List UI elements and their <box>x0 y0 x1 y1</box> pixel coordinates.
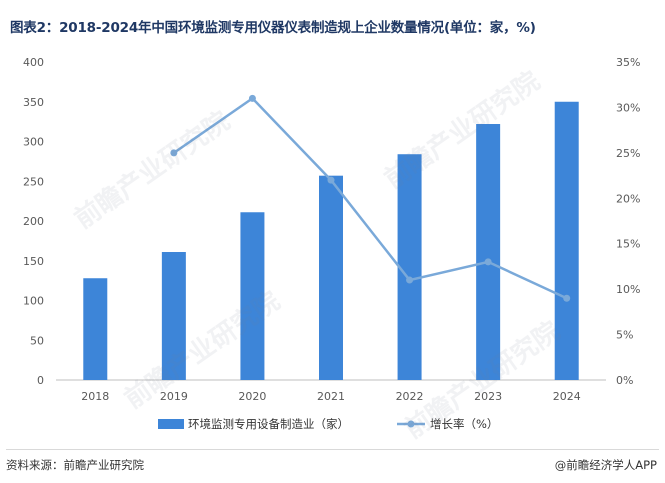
bar-series <box>83 101 579 380</box>
right-tick-label: 5% <box>616 329 633 342</box>
point-2019 <box>170 149 178 157</box>
left-tick-label: 350 <box>23 96 44 109</box>
point-2024 <box>563 294 571 302</box>
right-tick-label: 10% <box>616 283 640 296</box>
x-tick-label: 2019 <box>160 390 188 403</box>
point-2022 <box>406 276 414 284</box>
x-tick-label: 2021 <box>317 390 345 403</box>
line-series <box>170 94 571 302</box>
legend-bar-swatch <box>158 419 184 429</box>
chart-title: 图表2：2018-2024年中国环境监测专用仪器仪表制造规上企业数量情况(单位：… <box>10 20 536 36</box>
bar-2023 <box>476 124 501 380</box>
left-tick-label: 400 <box>23 56 44 69</box>
bar-2020 <box>240 212 265 380</box>
right-axis: 0% 5% 10% 15% 20% 25% 30% 35% <box>616 56 640 387</box>
point-2023 <box>484 258 492 266</box>
right-tick-label: 15% <box>616 238 640 251</box>
legend-bar-label: 环境监测专用设备制造业（家） <box>188 417 349 431</box>
growth-line <box>173 96 568 300</box>
point-2021 <box>327 176 335 184</box>
left-tick-label: 250 <box>23 175 44 188</box>
right-tick-label: 30% <box>616 101 640 114</box>
legend: 环境监测专用设备制造业（家） 增长率（%） <box>158 417 498 431</box>
source-note: 资料来源：前瞻产业研究院 <box>6 458 144 472</box>
x-axis: 2018 2019 2020 2021 2022 2023 2024 <box>81 390 580 403</box>
right-tick-label: 20% <box>616 192 640 205</box>
legend-line-label: 增长率（%） <box>430 417 498 431</box>
x-tick-label: 2022 <box>396 390 424 403</box>
footer-divider <box>6 449 659 450</box>
left-axis: 0 50 100 150 200 250 300 350 400 <box>23 56 44 387</box>
left-tick-label: 100 <box>23 295 44 308</box>
left-tick-label: 0 <box>37 374 44 387</box>
right-tick-label: 25% <box>616 147 640 160</box>
bar-2024 <box>554 101 579 380</box>
bar-2018 <box>83 278 108 380</box>
bar-2022 <box>397 154 422 380</box>
left-tick-label: 300 <box>23 136 44 149</box>
bar-2021 <box>319 175 343 380</box>
left-tick-label: 150 <box>23 255 44 268</box>
left-tick-label: 50 <box>30 334 44 347</box>
x-tick-label: 2020 <box>238 390 266 403</box>
point-2020 <box>248 94 256 102</box>
brand-credit: @前瞻经济学人APP <box>554 458 657 472</box>
right-tick-label: 35% <box>616 56 640 69</box>
x-tick-label: 2018 <box>81 390 109 403</box>
legend-line-marker <box>407 420 415 428</box>
x-tick-label: 2024 <box>553 390 581 403</box>
left-tick-label: 200 <box>23 215 44 228</box>
right-tick-label: 0% <box>616 374 633 387</box>
x-tick-label: 2023 <box>474 390 502 403</box>
bar-2019 <box>161 252 186 380</box>
